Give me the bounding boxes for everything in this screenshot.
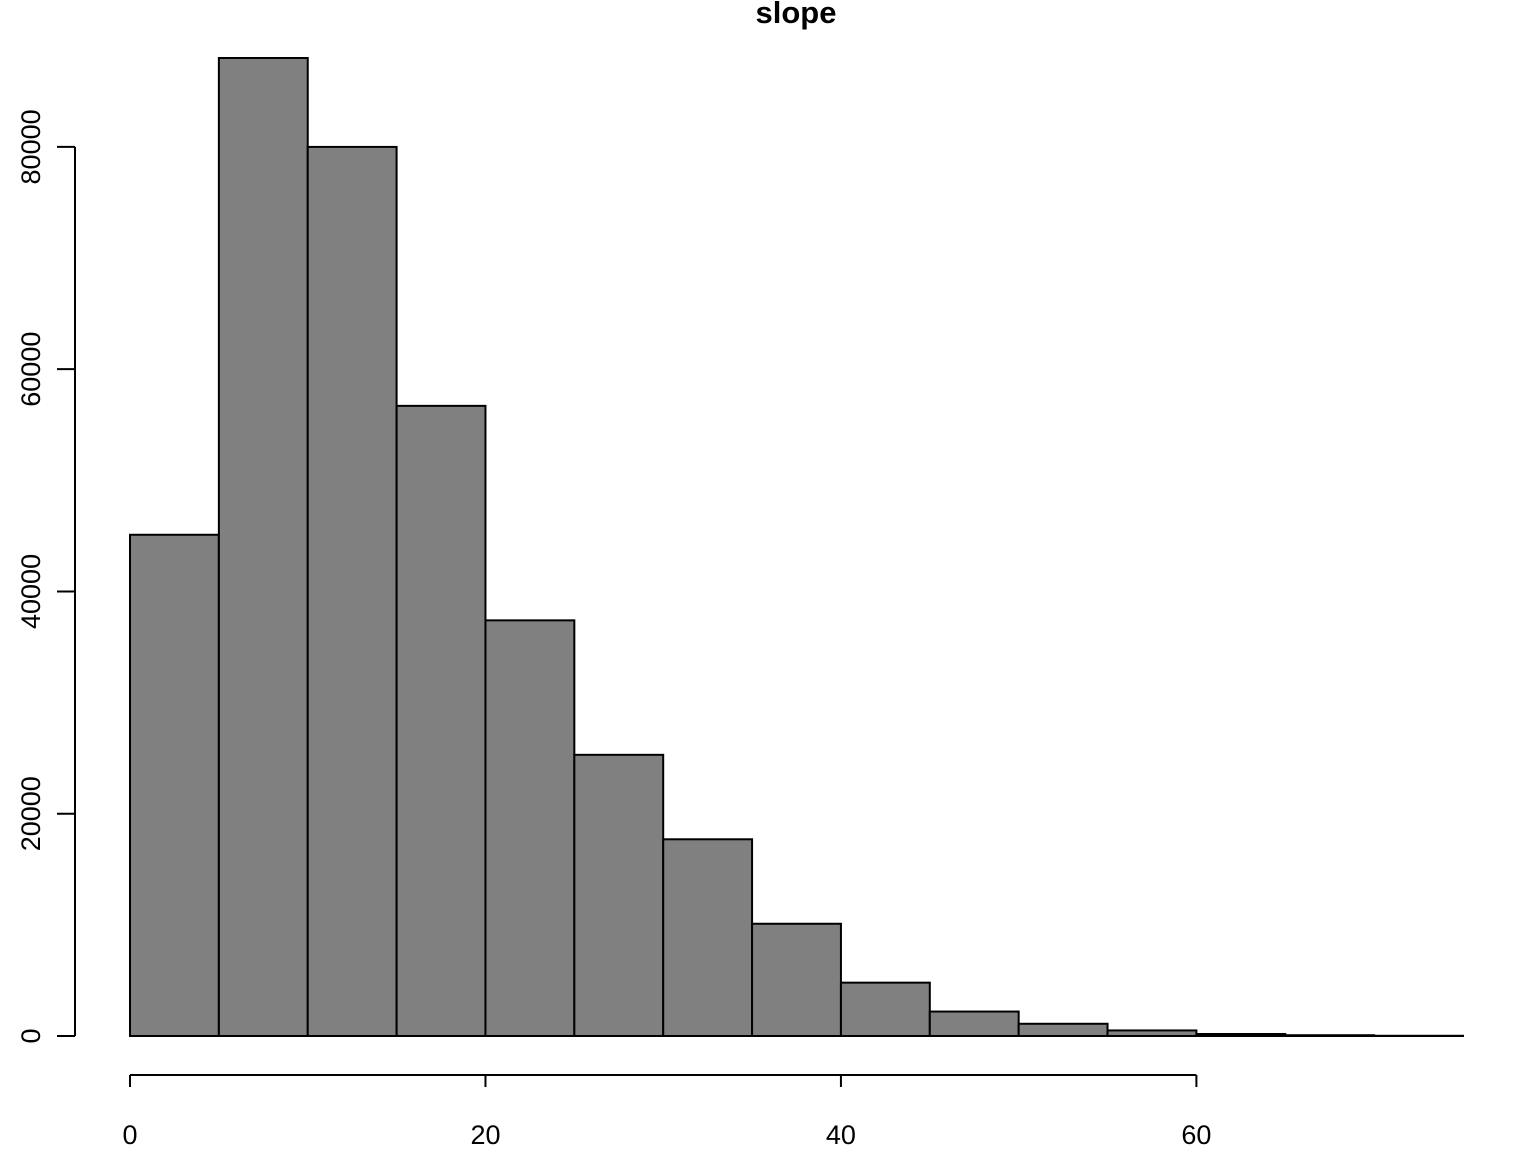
histogram-bar xyxy=(395,404,487,1037)
histogram-bar xyxy=(1017,1022,1109,1038)
x-tick-label: 20 xyxy=(470,1120,500,1150)
y-axis: 0 20000 40000 60000 80000 xyxy=(16,109,76,1044)
y-tick-label: 0 xyxy=(16,1028,46,1043)
histogram-bar xyxy=(217,57,309,1037)
histogram-bar xyxy=(839,981,931,1037)
x-tick-label: 40 xyxy=(826,1120,856,1150)
chart-title: slope xyxy=(756,0,837,30)
histogram-bar xyxy=(129,533,220,1038)
y-tick-label: 60000 xyxy=(16,332,46,407)
histogram-bar xyxy=(573,753,665,1037)
histogram-bar xyxy=(662,838,754,1037)
y-tick-label: 40000 xyxy=(16,554,46,629)
y-tick-label: 80000 xyxy=(16,109,46,184)
histogram-bar xyxy=(928,1010,1020,1037)
histogram-bar xyxy=(751,922,842,1037)
y-tick-label: 20000 xyxy=(16,776,46,851)
x-tick-label: 0 xyxy=(122,1120,137,1150)
x-axis: 0 20 40 60 xyxy=(122,1074,1211,1150)
histogram-bar xyxy=(484,619,576,1037)
bars xyxy=(129,57,1464,1038)
histogram-bar xyxy=(306,145,398,1037)
x-tick-label: 60 xyxy=(1181,1120,1211,1150)
